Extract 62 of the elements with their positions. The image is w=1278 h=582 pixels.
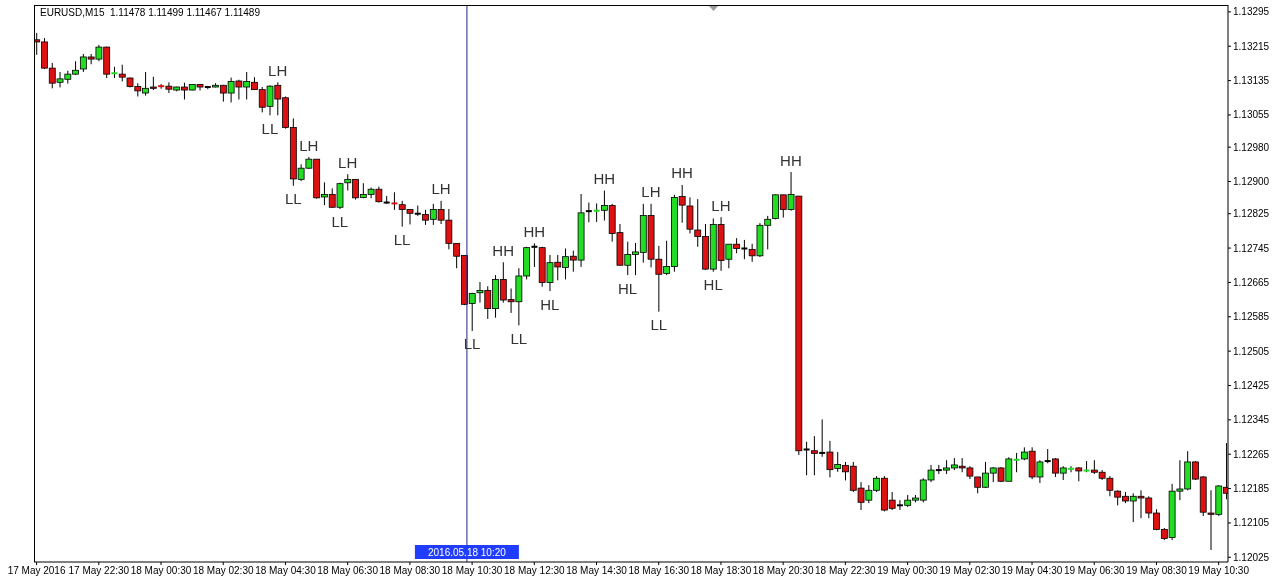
- x-tick-label: 18 May 02:30: [192, 565, 254, 577]
- y-tick-label: 1.12185: [1233, 483, 1270, 495]
- x-tick-label: 19 May 06:30: [1063, 565, 1125, 577]
- x-tick-label: 17 May 2016: [7, 565, 66, 577]
- candlestick: [584, 202, 593, 223]
- annotation: HL: [703, 276, 723, 294]
- annotation: HL: [540, 295, 560, 313]
- x-tick-label: 18 May 04:30: [255, 565, 317, 577]
- annotation: HL: [618, 279, 638, 297]
- candlestick: [468, 292, 476, 332]
- x-tick-label: 19 May 08:30: [1126, 565, 1188, 577]
- annotation: LH: [431, 180, 451, 198]
- y-tick-label: 1.12425: [1233, 380, 1270, 392]
- x-tick-label: 18 May 00:30: [130, 565, 192, 577]
- annotation: HH: [523, 222, 546, 240]
- y-tick-label: 1.12585: [1233, 311, 1270, 323]
- annotation: HH: [492, 241, 515, 259]
- x-tick-label: 19 May 10:30: [1188, 565, 1250, 577]
- y-tick-label: 1.12900: [1233, 176, 1270, 188]
- x-tick-label: 19 May 02:30: [939, 565, 1001, 577]
- ref-line-label: 2016.05.18 10:20: [427, 547, 507, 558]
- annotation: LH: [641, 183, 661, 201]
- y-tick-label: 1.12345: [1233, 414, 1270, 426]
- annotation: LH: [268, 61, 288, 79]
- x-tick-label: 18 May 06:30: [317, 565, 379, 577]
- y-tick-label: 1.12825: [1233, 208, 1270, 220]
- x-tick-label: 18 May 22:30: [815, 565, 877, 577]
- annotation: LL: [284, 190, 302, 208]
- annotation: LH: [711, 196, 731, 214]
- y-tick-label: 1.12505: [1233, 345, 1270, 357]
- annotation: LL: [331, 213, 349, 231]
- x-tick-label: 18 May 08:30: [379, 565, 441, 577]
- y-tick-label: 1.13295: [1233, 6, 1270, 18]
- annotation: LL: [261, 119, 279, 137]
- annotation: HH: [593, 170, 616, 188]
- annotation: LH: [338, 153, 358, 171]
- y-tick-label: 1.12980: [1233, 141, 1270, 153]
- x-tick-label: 18 May 18:30: [690, 565, 752, 577]
- y-tick-label: 1.12025: [1233, 551, 1270, 563]
- y-tick-label: 1.13135: [1233, 75, 1270, 87]
- annotation: LL: [393, 231, 411, 249]
- x-tick-label: 18 May 16:30: [628, 565, 690, 577]
- y-tick-label: 1.13215: [1233, 40, 1270, 52]
- x-tick-label: 18 May 10:30: [441, 565, 503, 577]
- candlestick: [802, 441, 811, 476]
- annotation: LL: [510, 329, 528, 347]
- x-tick-label: 19 May 04:30: [1001, 565, 1063, 577]
- annotation: HH: [671, 164, 693, 182]
- x-tick-label: 19 May 00:30: [877, 565, 939, 577]
- x-tick-label: 18 May 12:30: [504, 565, 566, 577]
- x-tick-label: 18 May 14:30: [566, 565, 628, 577]
- annotation: HH: [780, 151, 802, 169]
- annotation: LL: [650, 316, 668, 334]
- chart-title: EURUSD,M15 1.11478 1.11499 1.11467 1.11489: [40, 7, 260, 18]
- x-tick-label: 17 May 22:30: [68, 565, 130, 577]
- y-tick-label: 1.12105: [1233, 517, 1270, 529]
- y-tick-label: 1.12745: [1233, 242, 1270, 254]
- x-tick-label: 18 May 20:30: [752, 565, 814, 577]
- y-tick-label: 1.12265: [1233, 448, 1270, 460]
- y-tick-label: 1.12665: [1233, 276, 1270, 288]
- y-tick-label: 1.13055: [1233, 109, 1270, 121]
- annotation: LH: [299, 136, 319, 154]
